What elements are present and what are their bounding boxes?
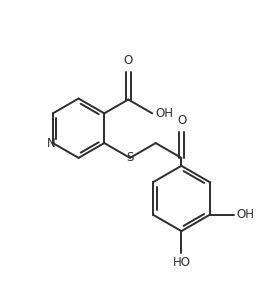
Text: N: N bbox=[47, 136, 55, 149]
Text: OH: OH bbox=[155, 107, 173, 120]
Text: OH: OH bbox=[236, 208, 254, 221]
Text: HO: HO bbox=[173, 256, 191, 269]
Text: O: O bbox=[178, 114, 187, 127]
Text: S: S bbox=[126, 151, 134, 164]
Text: O: O bbox=[124, 54, 133, 67]
